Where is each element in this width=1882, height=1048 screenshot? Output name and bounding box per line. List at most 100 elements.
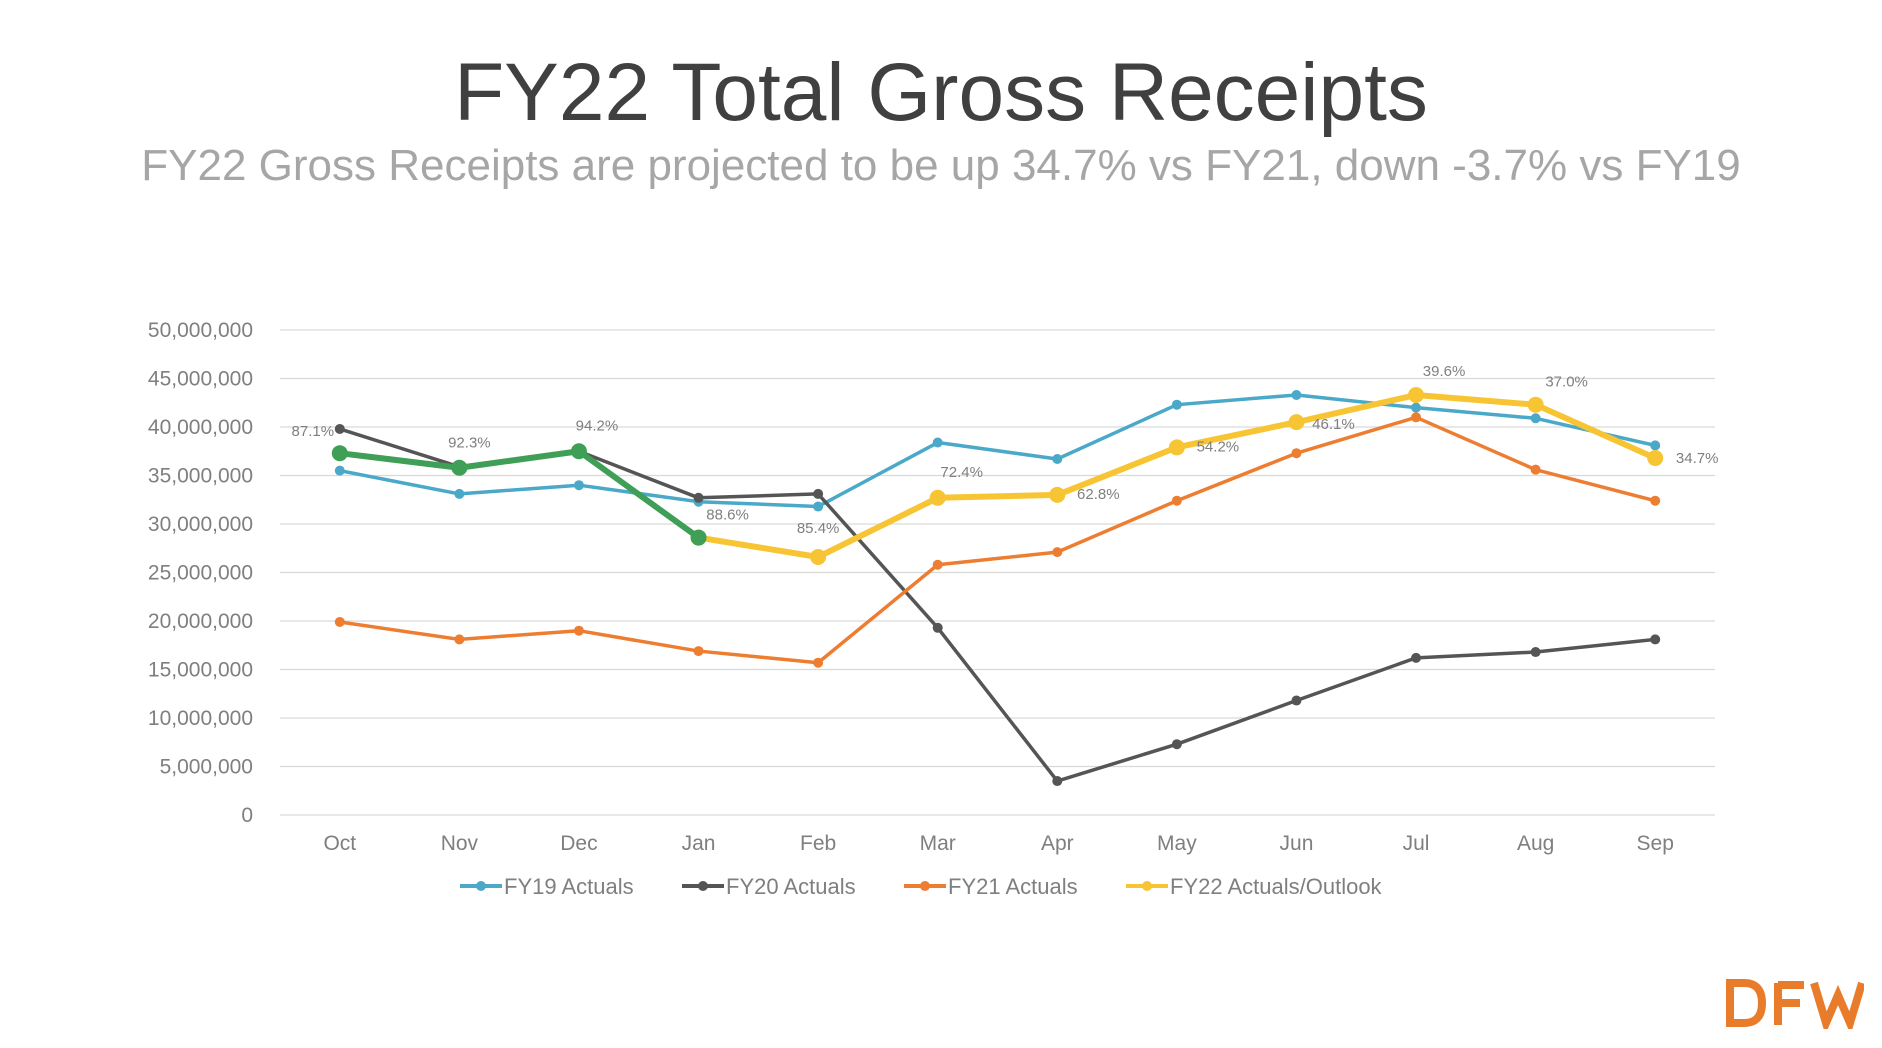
series-4-point bbox=[929, 489, 946, 506]
fy22-actuals-overlay-point bbox=[451, 459, 468, 476]
legend-label: FY20 Actuals bbox=[726, 874, 856, 899]
series-1-point bbox=[1171, 399, 1182, 410]
x-tick-label: Mar bbox=[920, 832, 956, 855]
series-4-point bbox=[810, 548, 827, 565]
series-1-point bbox=[1530, 413, 1541, 424]
y-tick-label: 5,000,000 bbox=[160, 756, 253, 779]
legend-swatch-marker bbox=[1142, 881, 1152, 891]
series-1-line bbox=[338, 393, 1657, 509]
data-label: 72.4% bbox=[940, 464, 983, 481]
series-1-point bbox=[1411, 402, 1422, 413]
series-1-point bbox=[334, 465, 345, 476]
y-tick-label: 40,000,000 bbox=[148, 416, 253, 439]
y-tick-label: 25,000,000 bbox=[148, 562, 253, 585]
y-tick-label: 35,000,000 bbox=[148, 465, 253, 488]
data-label: 88.6% bbox=[706, 507, 749, 524]
x-tick-label: Dec bbox=[560, 832, 597, 855]
x-tick-label: May bbox=[1157, 832, 1197, 855]
data-labels: 87.1% 92.3% 94.2% 88.6% 85.4% 72.4% 62.8% 54.2%… bbox=[292, 363, 1719, 537]
series-2-point bbox=[693, 492, 704, 503]
series-3-point bbox=[1650, 495, 1661, 506]
legend-label: FY19 Actuals bbox=[504, 874, 634, 899]
data-label: 37.0% bbox=[1545, 374, 1588, 391]
data-label: 46.1% bbox=[1312, 416, 1355, 433]
series-1-point bbox=[1052, 454, 1063, 465]
y-tick-label: 15,000,000 bbox=[148, 659, 253, 682]
series-2-point bbox=[1171, 739, 1182, 750]
legend-label: FY21 Actuals bbox=[948, 874, 1078, 899]
series-lines bbox=[334, 386, 1664, 787]
series-4-point bbox=[1288, 414, 1305, 431]
chart-title: FY22 Total Gross Receipts bbox=[454, 47, 1428, 138]
chart-subtitle: FY22 Gross Receipts are projected to be … bbox=[141, 141, 1741, 190]
series-3-point bbox=[1052, 547, 1063, 558]
series-1-point bbox=[573, 480, 584, 491]
series-2-point bbox=[1530, 647, 1541, 658]
series-1-point bbox=[1650, 440, 1661, 451]
data-label: 62.8% bbox=[1077, 486, 1120, 503]
series-2-line bbox=[338, 427, 1657, 783]
data-label: 85.4% bbox=[797, 520, 840, 537]
fy22-actuals-overlay-point bbox=[331, 445, 348, 462]
legend-swatch-marker bbox=[698, 881, 708, 891]
series-2-point bbox=[1411, 652, 1422, 663]
series-3-point bbox=[573, 625, 584, 636]
series-3-line bbox=[338, 415, 1657, 665]
y-tick-label: 0 bbox=[241, 804, 253, 827]
series-4-point bbox=[1647, 450, 1664, 467]
series-3-point bbox=[1530, 464, 1541, 475]
y-tick-label: 50,000,000 bbox=[148, 319, 253, 342]
series-2-point bbox=[1291, 695, 1302, 706]
series-3-point bbox=[1291, 448, 1302, 459]
series-3-point bbox=[813, 657, 824, 668]
dfw-logo-mark bbox=[1726, 979, 1866, 1035]
series-2-point bbox=[932, 622, 943, 633]
fy22-actuals-overlay-point bbox=[690, 529, 707, 546]
series-2-point bbox=[1052, 776, 1063, 787]
x-tick-label: Nov bbox=[441, 832, 479, 855]
series-4-point bbox=[1049, 486, 1066, 503]
x-tick-label: Aug bbox=[1517, 832, 1554, 855]
series-1-point bbox=[454, 488, 465, 499]
dfw-logo bbox=[1724, 977, 1866, 1035]
series-4-point bbox=[1527, 396, 1544, 413]
y-tick-label: 20,000,000 bbox=[148, 610, 253, 633]
legend-label: FY22 Actuals/Outlook bbox=[1170, 874, 1383, 899]
series-3-point bbox=[932, 559, 943, 570]
gridlines bbox=[280, 329, 1715, 816]
y-tick-label: 30,000,000 bbox=[148, 513, 253, 536]
series-2-point bbox=[1650, 634, 1661, 645]
x-tick-label: Apr bbox=[1041, 832, 1074, 855]
series-1-point bbox=[1291, 389, 1302, 400]
series-4-point bbox=[1408, 386, 1425, 403]
data-label: 39.6% bbox=[1423, 363, 1466, 380]
fy22-actuals-overlay-line bbox=[336, 448, 702, 541]
series-3-point bbox=[1411, 412, 1422, 423]
actuals-overlay-line bbox=[331, 443, 707, 546]
series-3-point bbox=[334, 616, 345, 627]
series-3-point bbox=[1171, 495, 1182, 506]
legend-swatch-marker bbox=[476, 881, 486, 891]
series-2-point bbox=[334, 423, 345, 434]
x-axis-ticks: Oct Nov Dec Jan Feb Mar Apr May Jun Jul Aug Sep bbox=[323, 832, 1673, 855]
data-label: 94.2% bbox=[576, 417, 619, 434]
y-axis-ticks: 50,000,000 45,000,000 40,000,000 35,000,000… bbox=[148, 319, 253, 827]
data-label: 87.1% bbox=[292, 423, 335, 440]
series-1-point bbox=[813, 501, 824, 512]
y-tick-label: 10,000,000 bbox=[148, 707, 253, 730]
x-tick-label: Jun bbox=[1280, 832, 1314, 855]
x-tick-label: Oct bbox=[323, 832, 356, 855]
series-3-point bbox=[693, 646, 704, 657]
legend-swatch-marker bbox=[920, 881, 930, 891]
series-4-point bbox=[1168, 439, 1185, 456]
series-2-point bbox=[813, 488, 824, 499]
x-tick-label: Jul bbox=[1403, 832, 1430, 855]
x-tick-label: Feb bbox=[800, 832, 836, 855]
data-label: 34.7% bbox=[1676, 450, 1719, 467]
x-tick-label: Sep bbox=[1637, 832, 1674, 855]
series-1-point bbox=[932, 437, 943, 448]
data-label: 54.2% bbox=[1197, 438, 1240, 455]
legend: FY19 Actuals FY20 Actuals FY21 Actuals FY22… bbox=[460, 874, 1383, 899]
data-label: 92.3% bbox=[448, 435, 491, 452]
